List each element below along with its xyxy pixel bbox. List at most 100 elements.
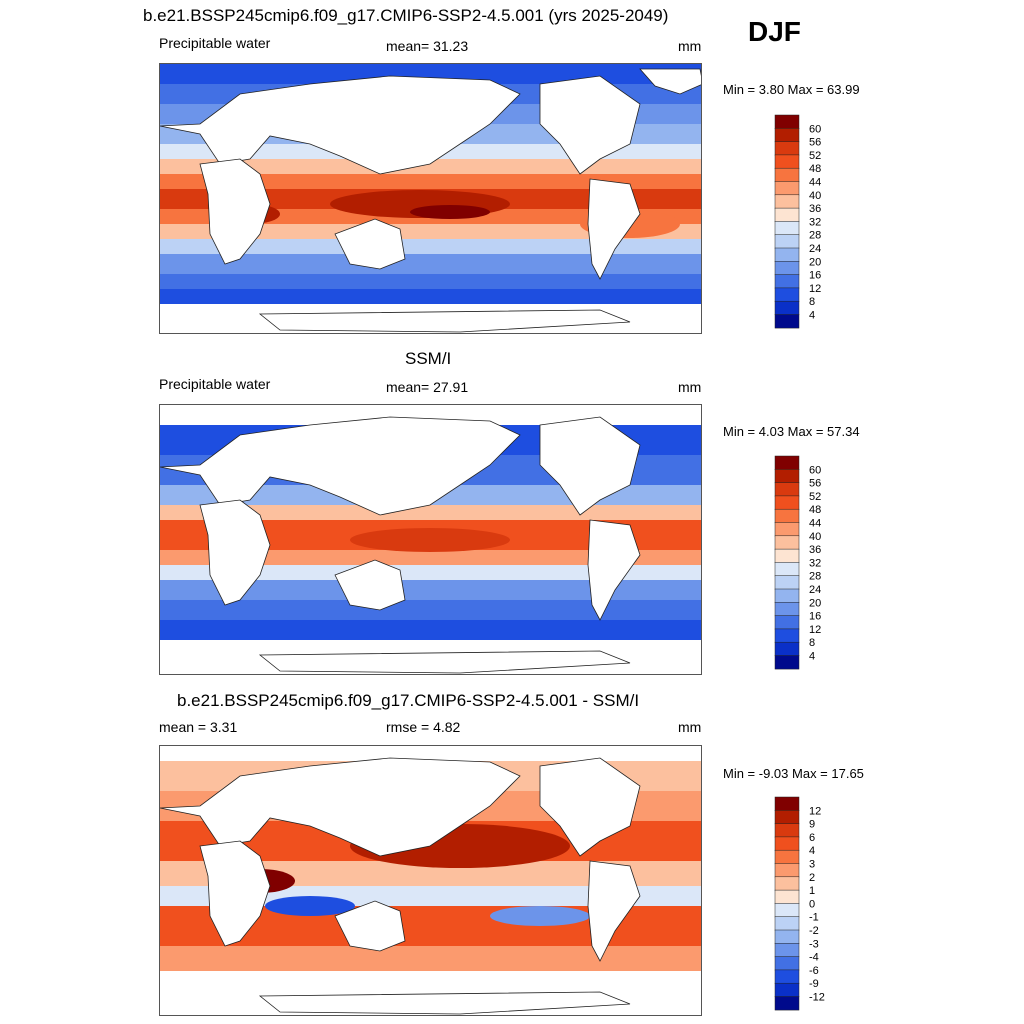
panel1-colorbar-label: 12 [809,283,821,295]
panel3-units: mm [678,719,702,735]
panel3-colorbar-swatch [774,982,800,998]
panel3-colorbar-label: -2 [809,925,819,937]
panel1-colorbar: 60 56 52 48 44 40 36 32 28 24 20 16 12 8 4 [774,114,845,335]
panel2-colorbar-label: 24 [809,584,821,596]
panel3-colorbar-label: 3 [809,859,815,871]
panel1-colorbar-swatch [774,261,800,276]
panel1-minmax: Min = 3.80 Max = 63.99 [723,82,860,97]
panel1-colorbar-label: 4 [809,310,815,322]
panel1-colorbar-swatch [774,181,800,196]
panel3-colorbar-label: -1 [809,912,819,924]
panel1-colorbar-label: 28 [809,230,821,242]
panel3-colorbar-label: 9 [809,819,815,831]
panel1-colorbar-swatch [774,207,800,222]
panel2-colorbar-swatch [774,628,800,643]
panel1-colorbar-label: 24 [809,243,821,255]
panel2-map [159,404,702,675]
panel1-colorbar-swatch [774,274,800,289]
panel1-colorbar-label: 48 [809,163,821,175]
panel2-colorbar-swatch [774,655,800,670]
panel3-colorbar-label: -4 [809,952,819,964]
panel2-colorbar-label: 60 [809,464,821,476]
panel3-colorbar-swatch [774,863,800,878]
panel1-colorbar-label: 32 [809,216,821,228]
panel3-colorbar-swatch [774,849,800,865]
panel1-colorbar-label: 40 [809,190,821,202]
panel1-map [159,63,702,334]
panel1-colorbar-swatch [774,314,800,329]
panel2-colorbar-label: 32 [809,557,821,569]
panel2-colorbar-swatch [774,535,800,550]
panel3-colorbar-swatch [774,889,800,904]
panel1-colorbar-swatch [774,141,800,156]
panel1-colorbar-label: 60 [809,123,821,135]
panel1-title: b.e21.BSSP245cmip6.f09_g17.CMIP6-SSP2-4.… [143,6,669,25]
panel3-colorbar: 12 9 6 4 3 2 1 0 -1 -2 -3 -4 -6 -9 -12 [774,796,845,1017]
panel1-colorbar-label: 8 [809,296,815,308]
panel2-colorbar-swatch [774,522,800,537]
panel3-colorbar-label: -3 [809,938,819,950]
panel3-colorbar-label: 4 [809,845,815,857]
panel2-minmax: Min = 4.03 Max = 57.34 [723,424,860,439]
panel3-mean-label: mean = 3.31 [159,719,238,735]
panel1-colorbar-swatch [774,221,800,236]
panel3-colorbar-swatch [774,996,800,1011]
panel3-colorbar-swatch [774,916,800,931]
panel1-colorbar-swatch [774,247,800,262]
panel1-colorbar-label: 44 [809,177,821,189]
panel1-colorbar-label: 52 [809,150,821,162]
panel1-colorbar-swatch [774,114,800,129]
panel3-colorbar-label: 2 [809,872,815,884]
panel3-minmax: Min = -9.03 Max = 17.65 [723,766,864,781]
panel3-colorbar-swatch [774,876,800,891]
panel1-mean-label: mean= 31.23 [386,38,469,54]
panel2-colorbar-label: 48 [809,504,821,516]
panel3-colorbar-swatch [774,956,800,971]
panel3-colorbar-label: 12 [809,805,821,817]
panel2-colorbar-swatch [774,588,800,603]
panel3-colorbar-swatch [774,823,800,838]
panel2-mean-label: mean= 27.91 [386,379,469,395]
panel3-rmse-label: rmse = 4.82 [386,719,461,735]
panel2-title: SSM/I [405,349,452,368]
panel1-colorbar-swatch [774,128,800,143]
panel3-colorbar-swatch [774,810,800,825]
panel2-colorbar-swatch [774,469,800,484]
panel2-units: mm [678,379,702,395]
panel2-colorbar-label: 44 [809,518,821,530]
panel2-colorbar-label: 8 [809,637,815,649]
panel1-colorbar-swatch [774,234,800,249]
panel3-colorbar-label: -6 [809,965,819,977]
panel2-colorbar-label: 56 [809,478,821,490]
panel3-colorbar-label: -12 [809,992,825,1004]
panel2-colorbar-swatch [774,575,800,590]
panel2-colorbar-label: 52 [809,491,821,503]
panel2-colorbar: 60 56 52 48 44 40 36 32 28 24 20 16 12 8 4 [774,455,845,676]
panel3-colorbar-swatch [774,836,800,851]
panel3-colorbar-label: 6 [809,832,815,844]
panel3-title: b.e21.BSSP245cmip6.f09_g17.CMIP6-SSP2-4.… [177,691,640,710]
panel3-colorbar-swatch [774,969,800,984]
panel3-map [159,745,702,1016]
panel1-colorbar-label: 56 [809,137,821,149]
panel2-colorbar-label: 16 [809,611,821,623]
panel3-colorbar-label: 0 [809,898,815,910]
panel2-colorbar-swatch [774,455,800,470]
panel1-colorbar-label: 16 [809,270,821,282]
panel2-colorbar-swatch [774,508,800,524]
panel1-colorbar-swatch [774,167,800,183]
panel2-colorbar-swatch [774,482,800,497]
panel1-variable-label: Precipitable water [159,35,271,51]
season-label: DJF [748,16,801,47]
panel2-colorbar-swatch [774,495,800,510]
panel1-colorbar-label: 36 [809,203,821,215]
panel3-colorbar-swatch [774,943,800,958]
panel2-colorbar-label: 36 [809,544,821,556]
panel3-colorbar-label: 1 [809,885,815,897]
panel2-colorbar-swatch [774,548,800,563]
panel1-colorbar-label: 20 [809,256,821,268]
panel2-variable-label: Precipitable water [159,376,271,392]
panel1-colorbar-swatch [774,194,800,209]
panel3-colorbar-swatch [774,929,800,944]
panel1-units: mm [678,38,702,54]
